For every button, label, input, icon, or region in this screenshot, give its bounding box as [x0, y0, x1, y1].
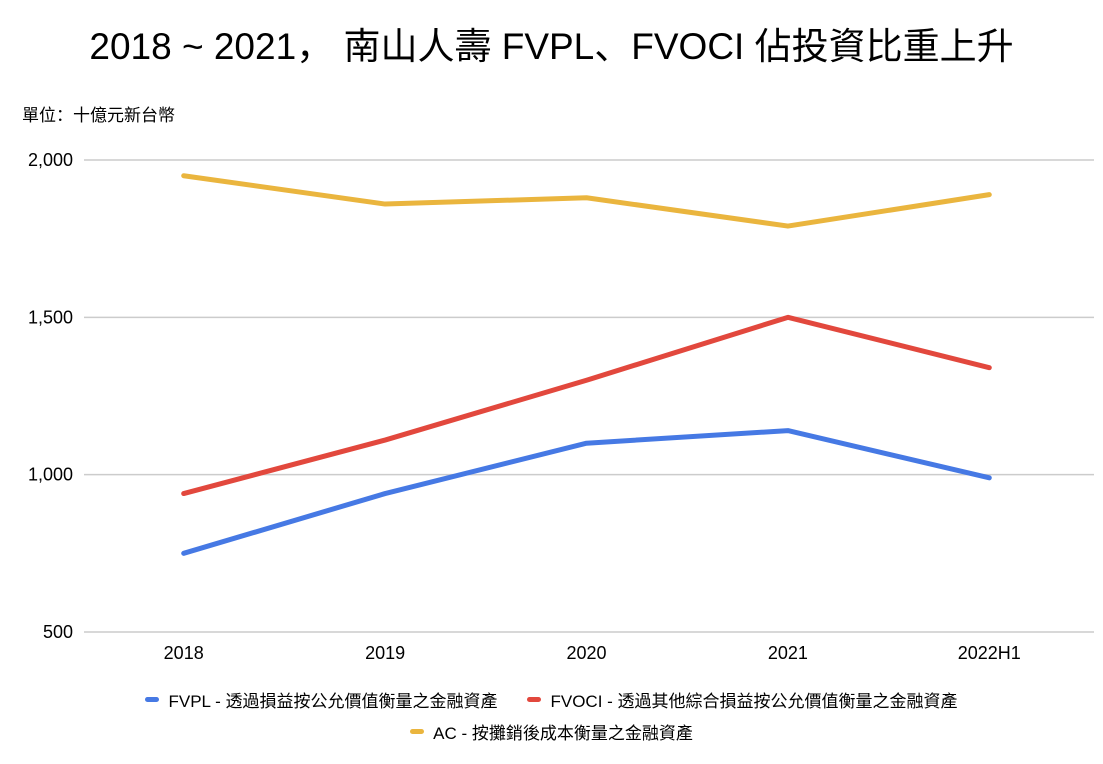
- series-line-fvoci: [181, 314, 992, 497]
- legend-swatch-fvpl: [145, 697, 160, 702]
- x-axis-tick-label: 2020: [566, 643, 606, 663]
- y-axis-labels: 500 1,000 1,500 2,000: [28, 150, 73, 642]
- legend-row-2: AC - 按攤銷後成本衡量之金融資產: [410, 719, 693, 744]
- legend-label-fvpl: FVPL - 透過損益按公允價值衡量之金融資產: [168, 692, 498, 711]
- legend-swatch-fvoci: [527, 697, 542, 702]
- series-line-fvpl: [181, 428, 992, 556]
- x-axis-labels: 2018 2019 2020 2021 2022H1: [164, 643, 1021, 663]
- gridlines: [84, 159, 1094, 633]
- legend-item-fvoci: FVOCI - 透過其他綜合損益按公允價值衡量之金融資產: [527, 687, 958, 712]
- y-axis-tick-label: 2,000: [28, 150, 73, 170]
- legend-item-ac: AC - 按攤銷後成本衡量之金融資產: [410, 719, 693, 744]
- legend-swatch-ac: [410, 729, 425, 734]
- x-axis-tick-label: 2018: [164, 643, 204, 663]
- y-axis-tick-label: 500: [43, 622, 73, 642]
- x-axis-tick-label: 2019: [365, 643, 405, 663]
- chart-title: 2018 ~ 2021， 南山人壽 FVPL、FVOCI 佔投資比重上升: [89, 26, 1014, 67]
- x-axis-tick-label: 2021: [768, 643, 808, 663]
- legend: FVPL - 透過損益按公允價值衡量之金融資產 FVOCI - 透過其他綜合損益…: [0, 687, 1103, 744]
- x-axis-tick-label: 2022H1: [958, 643, 1021, 663]
- legend-label-ac: AC - 按攤銷後成本衡量之金融資產: [433, 724, 693, 743]
- series-lines: [181, 173, 992, 556]
- legend-label-fvoci: FVOCI - 透過其他綜合損益按公允價值衡量之金融資產: [550, 692, 958, 711]
- y-axis-tick-label: 1,500: [28, 307, 73, 327]
- series-line-ac: [181, 173, 992, 229]
- unit-label: 單位：十億元新台幣: [22, 106, 175, 125]
- legend-row-1: FVPL - 透過損益按公允價值衡量之金融資產 FVOCI - 透過其他綜合損益…: [145, 687, 958, 712]
- y-axis-tick-label: 1,000: [28, 465, 73, 485]
- legend-item-fvpl: FVPL - 透過損益按公允價值衡量之金融資產: [145, 687, 497, 712]
